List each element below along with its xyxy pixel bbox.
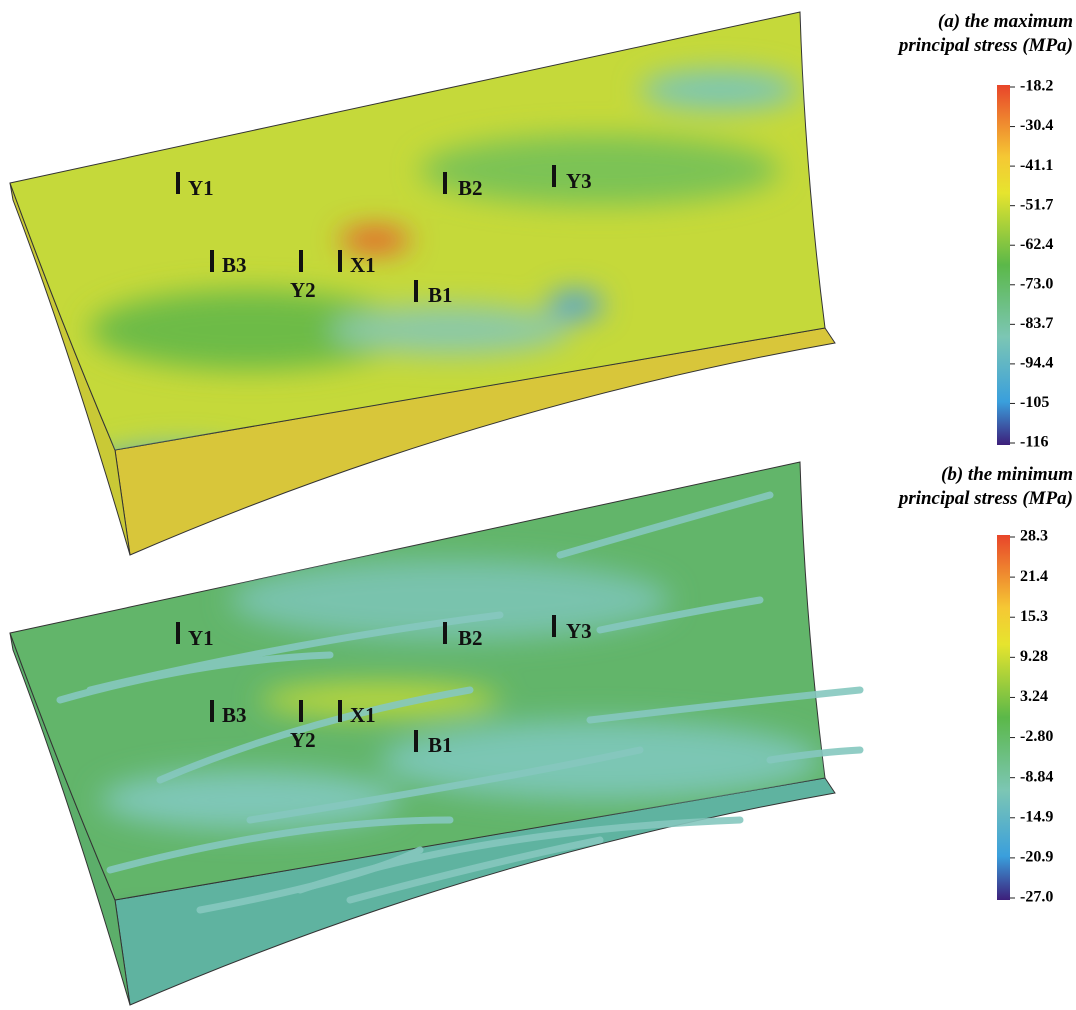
colorbar-label: -27.0 [1020, 889, 1053, 906]
colorbar-label: 28.3 [1020, 528, 1048, 545]
panel-title: (a) the maximum [938, 11, 1073, 32]
well-marker [338, 700, 342, 722]
panel-title: (b) the minimum [941, 464, 1073, 485]
well-label: Y1 [188, 176, 214, 200]
colorbar-label: 15.3 [1020, 608, 1048, 625]
colorbar-label: -83.7 [1020, 315, 1053, 332]
well-label: Y3 [566, 619, 592, 643]
well-label: B3 [222, 253, 247, 277]
well-label: Y2 [290, 278, 316, 302]
colorbar-a [997, 85, 1010, 445]
well-marker [414, 730, 418, 752]
colorbar-label: 21.4 [1020, 568, 1048, 585]
colorbar-label: -20.9 [1020, 849, 1053, 866]
colorbar-label: -2.80 [1020, 728, 1053, 745]
slab-a [10, 12, 835, 555]
well-label: B2 [458, 176, 483, 200]
well-marker [338, 250, 342, 272]
well-label: Y2 [290, 728, 316, 752]
colorbar-label: -51.7 [1020, 196, 1053, 213]
well-marker [299, 250, 303, 272]
colorbar-label: -30.4 [1020, 117, 1053, 134]
well-marker [443, 622, 447, 644]
well-label: B3 [222, 703, 247, 727]
well-label: B1 [428, 733, 453, 757]
colorbar-label: -73.0 [1020, 275, 1053, 292]
well-marker [210, 250, 214, 272]
well-marker [176, 172, 180, 194]
well-marker [414, 280, 418, 302]
well-label: Y1 [188, 626, 214, 650]
colorbar-label: 9.28 [1020, 648, 1048, 665]
well-marker [443, 172, 447, 194]
well-label: X1 [350, 253, 376, 277]
well-marker [552, 615, 556, 637]
panel-title: principal stress (MPa) [897, 35, 1073, 56]
colorbar-label: -18.2 [1020, 78, 1053, 95]
well-label: X1 [350, 703, 376, 727]
colorbar-label: 3.24 [1020, 688, 1048, 705]
well-marker [552, 165, 556, 187]
well-label: B1 [428, 283, 453, 307]
well-marker [299, 700, 303, 722]
colorbar-label: -41.1 [1020, 157, 1053, 174]
colorbar-label: -105 [1020, 394, 1049, 411]
colorbar-label: -14.9 [1020, 808, 1053, 825]
colorbar-b [997, 535, 1010, 900]
well-label: Y3 [566, 169, 592, 193]
colorbar-label: -62.4 [1020, 236, 1053, 253]
colorbar-label: -8.84 [1020, 768, 1053, 785]
panel-title: principal stress (MPa) [897, 488, 1073, 509]
well-label: B2 [458, 626, 483, 650]
figure: (a) the maximum principal stress (MPa) -18… [0, 0, 1076, 1010]
well-marker [176, 622, 180, 644]
colorbar-label: -116 [1020, 434, 1048, 451]
well-marker [210, 700, 214, 722]
colorbar-label: -94.4 [1020, 355, 1053, 372]
